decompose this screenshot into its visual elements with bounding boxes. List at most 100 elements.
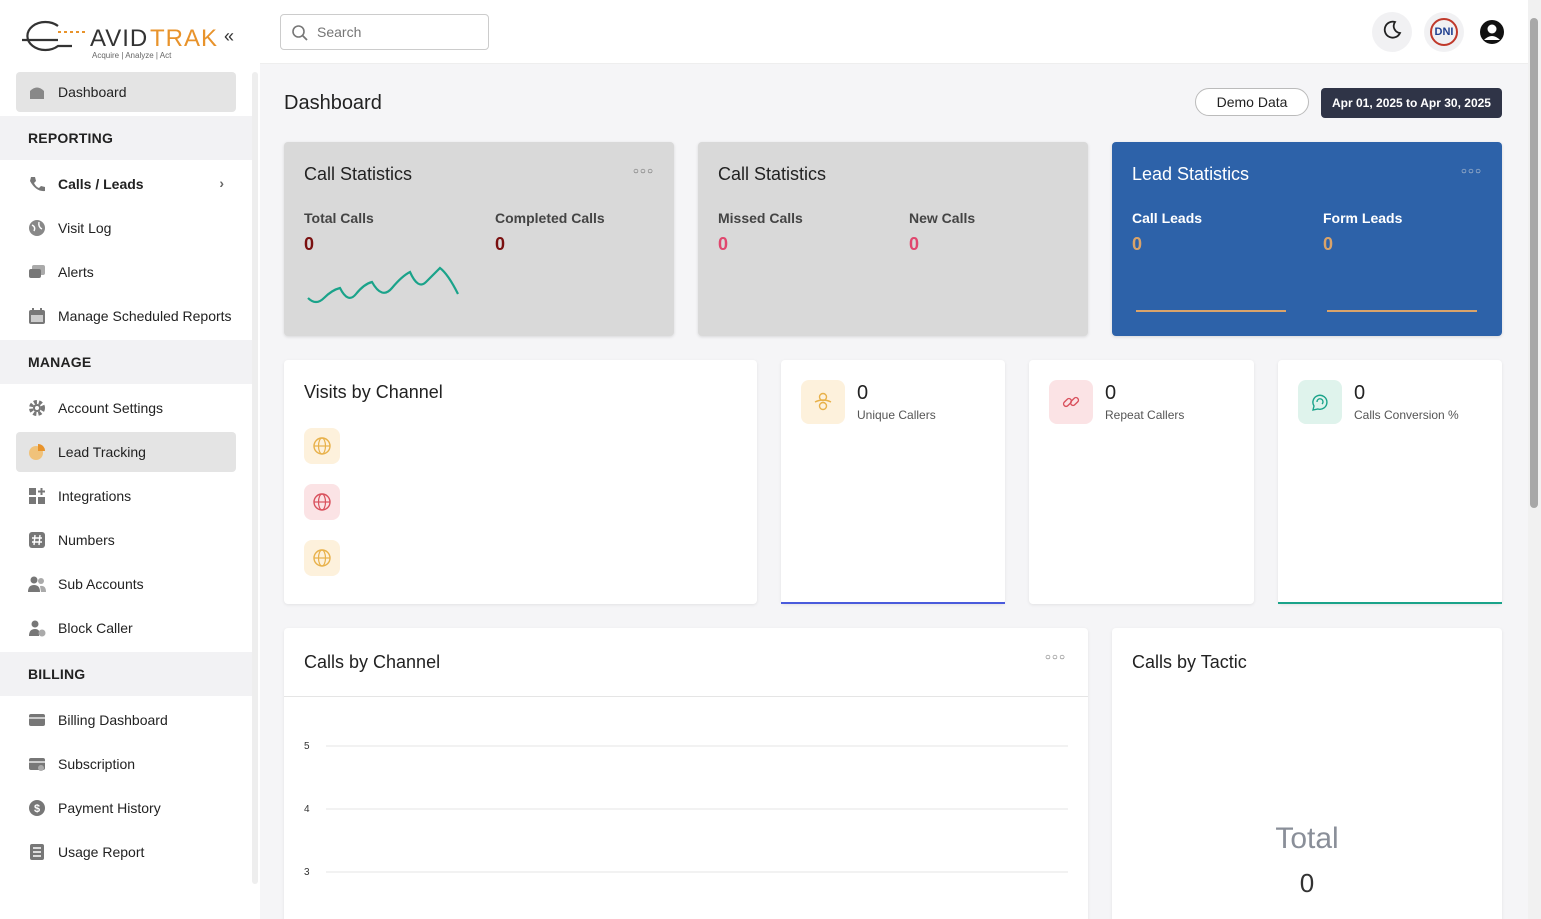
metric-value: 0 [495,234,506,254]
sidebar-item-lead-tracking[interactable]: Lead Tracking [16,432,236,472]
demo-data-button[interactable]: Demo Data [1195,88,1309,116]
calendar-icon [28,307,46,325]
svg-text:AVID: AVID [90,25,148,52]
metric-value: 0 [1132,234,1143,254]
stat-value: 0 [857,382,869,404]
metric-missed-calls: Missed Calls 0 [718,210,803,255]
sidebar-item-label: Lead Tracking [58,444,146,460]
sidebar-item-label: Alerts [58,264,94,280]
more-options-icon[interactable]: ○○○ [632,166,654,177]
sidebar-item-block-caller[interactable]: Block Caller [16,608,236,648]
sidebar-item-visit-log[interactable]: Visit Log [16,208,236,248]
sidebar-item-dashboard[interactable]: Dashboard [16,72,236,112]
topbar: DNI [260,0,1528,64]
moon-icon [1381,19,1403,46]
stat-label: Calls Conversion % [1354,408,1459,422]
svg-text:$: $ [34,803,40,815]
users-icon [801,380,845,424]
section-billing: BILLING [0,652,252,696]
repeat-callers-card: 0 Repeat Callers [1029,360,1254,604]
dollar-icon: $ [28,799,46,817]
metric-label: Missed Calls [718,210,803,226]
total-label: Total [1275,822,1339,855]
dark-mode-button[interactable] [1372,12,1412,52]
metric-value: 0 [304,234,315,254]
more-options-icon[interactable]: ○○○ [1460,166,1482,177]
sidebar-item-sub-accounts[interactable]: Sub Accounts [16,564,236,604]
metric-value: 0 [909,234,920,254]
user-avatar[interactable] [1479,19,1505,50]
home-icon [28,83,46,101]
call-statistics-card-2: Call Statistics Missed Calls 0 New Calls… [698,142,1088,336]
call-leads-line [1136,310,1286,312]
sidebar-item-label: Integrations [58,488,132,504]
search-box[interactable] [280,14,489,50]
visits-by-channel-card: Visits by Channel [284,360,757,604]
phone-icon [28,175,46,193]
sidebar-item-numbers[interactable]: Numbers [16,520,236,560]
sidebar-item-calls-leads[interactable]: Calls / Leads › [16,164,236,204]
metric-value: 0 [1323,234,1334,254]
card-title: Lead Statistics [1132,164,1250,184]
stat-value: 0 [1105,382,1117,404]
channel-globe-icon [304,484,340,520]
y-tick: 3 [304,867,310,878]
stat-bar [781,602,1005,604]
sidebar-item-label: Account Settings [58,400,164,416]
unique-callers-card: 0 Unique Callers [781,360,1005,604]
metric-label: Completed Calls [495,210,605,226]
sidebar-item-subscription[interactable]: Subscription [16,744,236,784]
calls-by-channel-card: Calls by Channel ○○○ 5 4 3 [284,628,1088,919]
date-range-button[interactable]: Apr 01, 2025 to Apr 30, 2025 [1321,88,1502,118]
brand-logo[interactable]: AVID TRAK Acquire | Analyze | Act [18,12,218,62]
search-input[interactable] [317,24,477,40]
stat-bar [1278,602,1502,604]
metric-call-leads: Call Leads 0 [1132,210,1202,255]
form-leads-line [1327,310,1477,312]
sidebar-item-label: Visit Log [58,220,112,236]
card-icon [28,711,46,729]
user-block-icon [28,619,46,637]
sidebar-item-usage-report[interactable]: Usage Report [16,832,236,872]
sidebar-item-integrations[interactable]: Integrations [16,476,236,516]
metric-completed-calls: Completed Calls 0 [495,210,605,255]
scrollbar-thumb[interactable] [1530,18,1538,508]
sidebar-nav: Dashboard REPORTING Calls / Leads › Visi… [0,72,252,876]
link-icon [1049,380,1093,424]
users-icon [28,575,46,593]
page-title: Dashboard [284,92,382,114]
sidebar-item-label: Calls / Leads [58,176,144,192]
collapse-sidebar-icon[interactable]: « [224,26,235,46]
section-manage: MANAGE [0,340,252,384]
svg-text:TRAK: TRAK [150,25,218,52]
dni-button[interactable]: DNI [1424,12,1464,52]
card-title: Visits by Channel [304,382,443,402]
sidebar-item-alerts[interactable]: Alerts [16,252,236,292]
sidebar-item-account-settings[interactable]: Account Settings [16,388,236,428]
divider [284,696,1088,697]
channel-globe-icon [304,540,340,576]
sidebar-item-payment-history[interactable]: $ Payment History [16,788,236,828]
sidebar-item-manage-scheduled-reports[interactable]: Manage Scheduled Reports [16,296,236,336]
sidebar: AVID TRAK Acquire | Analyze | Act « Dash… [0,0,260,919]
globe-icon [28,219,46,237]
page-scrollbar[interactable] [1528,0,1541,919]
calls-conversion-card: 0 Calls Conversion % [1278,360,1502,604]
channel-globe-icon [304,428,340,464]
metric-label: New Calls [909,210,976,226]
more-options-icon[interactable]: ○○○ [1044,652,1066,663]
grid-plus-icon [28,487,46,505]
sidebar-item-billing-dashboard[interactable]: Billing Dashboard [16,700,236,740]
calls-by-channel-chart: 5 4 3 [304,741,1068,878]
sidebar-item-label: Manage Scheduled Reports [58,308,232,324]
stat-label: Unique Callers [857,408,936,422]
user-circle-icon [1479,20,1505,49]
metric-total-calls: Total Calls 0 [304,210,374,255]
sidebar-scrollbar[interactable] [252,72,258,884]
dni-badge: DNI [1430,18,1458,46]
lead-statistics-card: Lead Statistics ○○○ Call Leads 0 Form Le… [1112,142,1502,336]
chat-icon [28,263,46,281]
call-statistics-card: Call Statistics ○○○ Total Calls 0 Comple… [284,142,674,336]
card-title: Call Statistics [718,164,827,184]
svg-text:Acquire | Analyze | Ac: Acquire | Analyze | Act [92,51,172,60]
